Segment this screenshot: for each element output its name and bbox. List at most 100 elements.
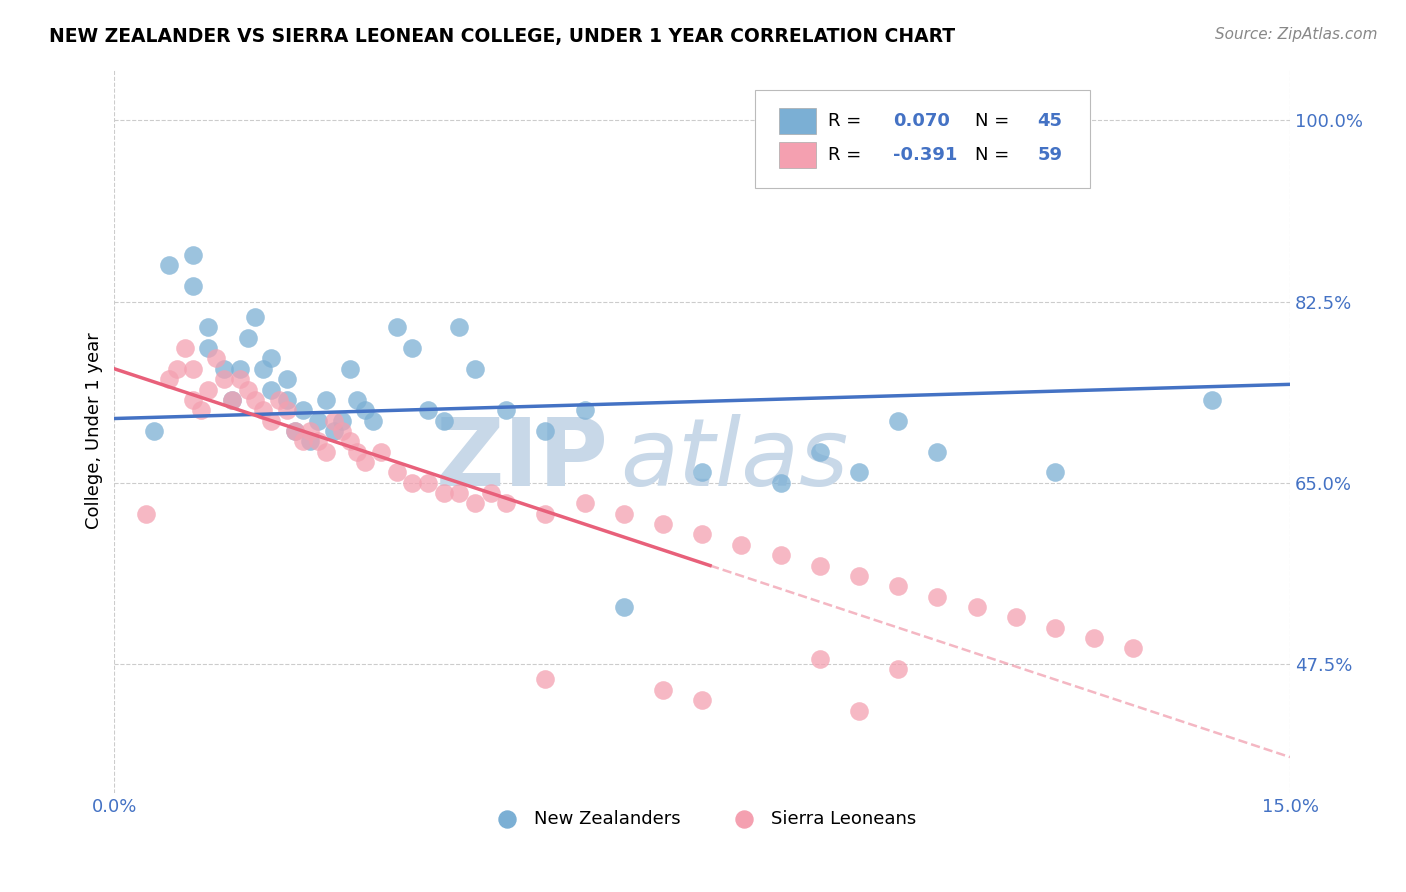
Point	[299, 434, 322, 449]
Point	[330, 424, 353, 438]
Point	[927, 444, 949, 458]
Point	[808, 651, 831, 665]
FancyBboxPatch shape	[755, 90, 1090, 188]
Point	[385, 466, 408, 480]
Point	[307, 434, 329, 449]
Point	[181, 248, 204, 262]
Point	[1201, 392, 1223, 407]
Point	[190, 403, 212, 417]
Point	[416, 403, 439, 417]
Point	[574, 496, 596, 510]
Point	[613, 599, 636, 614]
Point	[197, 383, 219, 397]
Point	[534, 673, 557, 687]
Point	[887, 414, 910, 428]
Point	[166, 361, 188, 376]
Point	[848, 466, 870, 480]
Point	[887, 662, 910, 676]
Point	[848, 704, 870, 718]
Text: R =: R =	[828, 112, 868, 129]
Point	[432, 486, 454, 500]
Point	[197, 341, 219, 355]
Point	[966, 599, 988, 614]
Point	[339, 434, 361, 449]
Bar	[779, 108, 817, 134]
Point	[361, 414, 384, 428]
Point	[212, 372, 235, 386]
Point	[181, 392, 204, 407]
Point	[212, 361, 235, 376]
Point	[252, 361, 274, 376]
Text: 45: 45	[1038, 112, 1063, 129]
Point	[1122, 641, 1144, 656]
Point	[221, 392, 243, 407]
Point	[291, 403, 314, 417]
Point	[354, 403, 377, 417]
Point	[464, 496, 486, 510]
Point	[534, 507, 557, 521]
Point	[1004, 610, 1026, 624]
Point	[181, 279, 204, 293]
Point	[252, 403, 274, 417]
Point	[276, 403, 298, 417]
Legend: New Zealanders, Sierra Leoneans: New Zealanders, Sierra Leoneans	[481, 803, 924, 835]
Point	[495, 496, 517, 510]
Point	[267, 392, 290, 407]
Point	[339, 361, 361, 376]
Point	[416, 475, 439, 490]
Point	[690, 527, 713, 541]
Point	[464, 361, 486, 376]
Point	[769, 548, 792, 562]
Point	[432, 414, 454, 428]
Point	[1043, 466, 1066, 480]
Point	[245, 310, 267, 324]
Point	[276, 392, 298, 407]
Point	[479, 486, 502, 500]
Bar	[779, 142, 817, 168]
Point	[260, 414, 283, 428]
Point	[354, 455, 377, 469]
Point	[135, 507, 157, 521]
Text: Source: ZipAtlas.com: Source: ZipAtlas.com	[1215, 27, 1378, 42]
Text: atlas: atlas	[620, 415, 848, 506]
Point	[245, 392, 267, 407]
Point	[730, 538, 752, 552]
Point	[197, 320, 219, 334]
Point	[613, 507, 636, 521]
Point	[260, 383, 283, 397]
Text: 59: 59	[1038, 145, 1063, 164]
Y-axis label: College, Under 1 year: College, Under 1 year	[86, 333, 103, 529]
Point	[330, 414, 353, 428]
Point	[229, 372, 252, 386]
Point	[205, 351, 228, 366]
Text: NEW ZEALANDER VS SIERRA LEONEAN COLLEGE, UNDER 1 YEAR CORRELATION CHART: NEW ZEALANDER VS SIERRA LEONEAN COLLEGE,…	[49, 27, 955, 45]
Point	[299, 424, 322, 438]
Point	[495, 403, 517, 417]
Point	[652, 517, 675, 532]
Point	[574, 403, 596, 417]
Point	[401, 475, 423, 490]
Point	[690, 466, 713, 480]
Text: N =: N =	[974, 145, 1015, 164]
Point	[927, 590, 949, 604]
Point	[322, 414, 344, 428]
Point	[1043, 621, 1066, 635]
Text: N =: N =	[974, 112, 1015, 129]
Point	[284, 424, 307, 438]
Point	[229, 361, 252, 376]
Point	[887, 579, 910, 593]
Point	[769, 475, 792, 490]
Point	[315, 444, 337, 458]
Text: R =: R =	[828, 145, 868, 164]
Text: -0.391: -0.391	[893, 145, 957, 164]
Point	[181, 361, 204, 376]
Point	[236, 383, 259, 397]
Text: 0.070: 0.070	[893, 112, 949, 129]
Point	[808, 558, 831, 573]
Point	[690, 693, 713, 707]
Point	[322, 424, 344, 438]
Point	[449, 320, 471, 334]
Point	[157, 372, 180, 386]
Point	[1083, 631, 1105, 645]
Point	[449, 486, 471, 500]
